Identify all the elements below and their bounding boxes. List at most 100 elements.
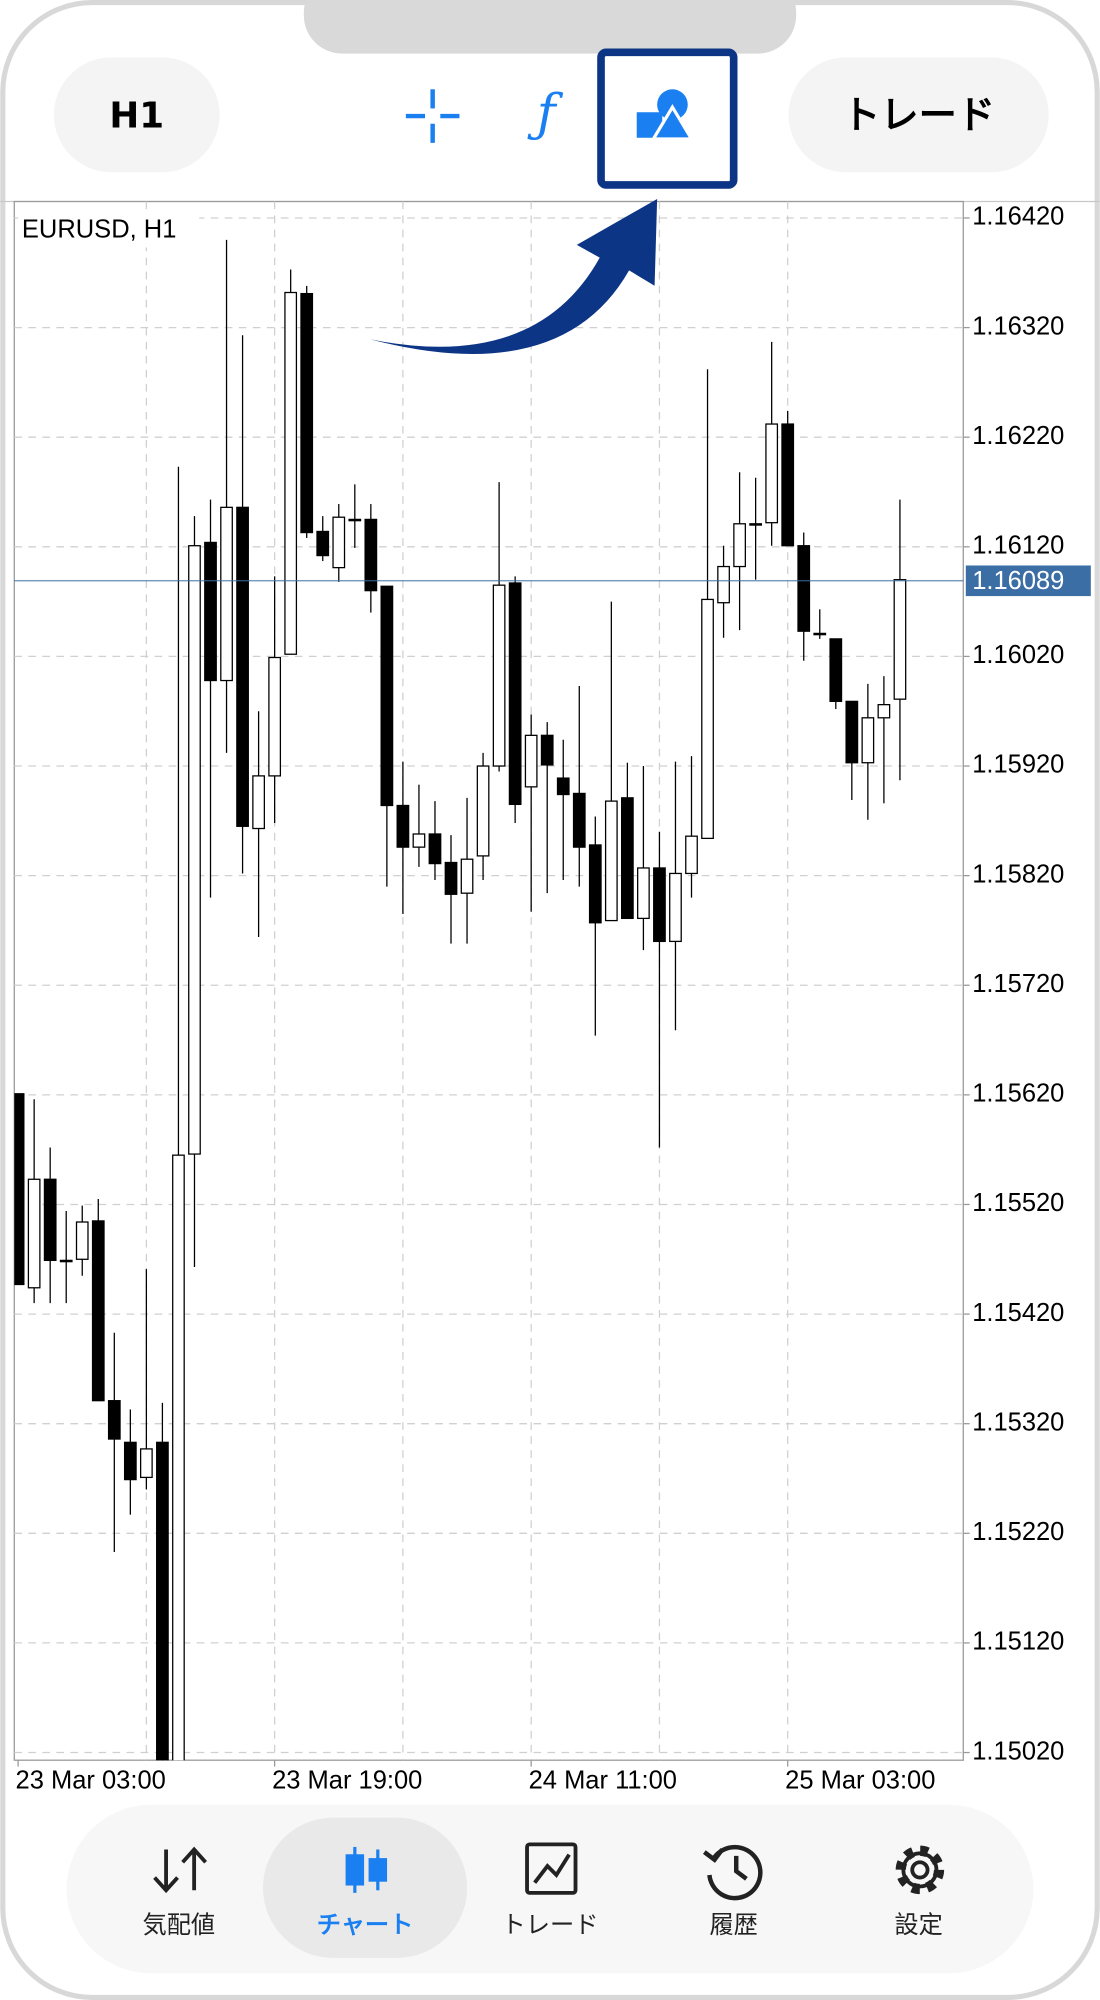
candle-body: [460, 858, 474, 894]
quotes-icon[interactable]: [153, 1846, 208, 1894]
y-tick-label: 1.15520: [972, 1189, 1064, 1217]
y-tick-label: 1.15120: [972, 1628, 1064, 1656]
candle-body: [300, 292, 314, 534]
candle-body: [107, 1400, 121, 1440]
candle-body: [188, 545, 201, 1155]
y-tick-label: 1.15720: [972, 970, 1064, 998]
candle-body: [765, 423, 779, 524]
candle-body: [637, 867, 650, 920]
candle-body: [27, 1178, 41, 1289]
objects-icon[interactable]: [636, 89, 695, 141]
candle-body: [701, 598, 714, 840]
y-tick-label: 1.16320: [972, 312, 1064, 340]
candle-body: [43, 1178, 57, 1262]
candle-body: [717, 565, 730, 604]
timeframe-label: H1: [109, 95, 164, 136]
y-tick-label: 1.15920: [972, 751, 1064, 779]
trade-icon[interactable]: [525, 1842, 578, 1895]
candle-body: [348, 518, 362, 522]
chart: 1.16420 1.16320 1.16220 1.16120 1.16020 1.159…: [13, 200, 1091, 1795]
nav-label[interactable]: 履歴: [709, 1911, 757, 1939]
y-tick-label: 1.15020: [972, 1737, 1064, 1765]
candle-body: [669, 872, 682, 943]
chart-icon[interactable]: [345, 1846, 388, 1893]
candle-body: [59, 1259, 73, 1263]
candle-body: [524, 734, 538, 788]
candle-body: [252, 775, 265, 830]
nav-bar: [66, 1804, 1034, 1974]
y-tick-label: 1.16420: [972, 203, 1064, 231]
candle-body: [540, 734, 554, 766]
chart-symbol: EURUSD, H1: [22, 216, 176, 244]
highlight-box: [597, 48, 738, 189]
y-tick-label: 1.15620: [972, 1080, 1064, 1108]
y-tick-label: 1.15420: [972, 1299, 1064, 1327]
candle-body: [172, 1154, 185, 1761]
trade-button[interactable]: [788, 57, 1049, 173]
candle-body: [284, 291, 298, 655]
candle-body: [653, 867, 666, 943]
nav-label[interactable]: チャート: [317, 1911, 414, 1939]
candle-body: [91, 1220, 105, 1402]
candle-body: [220, 506, 233, 682]
candle-body: [268, 656, 282, 777]
crosshair-icon[interactable]: [405, 89, 460, 143]
candle-body: [396, 804, 410, 848]
x-tick-label: 24 Mar 11:00: [529, 1767, 677, 1795]
pointer-arrow: [370, 198, 658, 354]
candle-body: [332, 516, 346, 569]
nav-label[interactable]: 気配値: [142, 1911, 215, 1939]
candle-body: [845, 700, 859, 764]
candle-body: [733, 523, 746, 568]
x-tick-label: 25 Mar 03:00: [785, 1767, 935, 1795]
y-tick-label: 1.15820: [972, 860, 1064, 888]
candle-body: [364, 518, 378, 592]
candle-body: [620, 797, 634, 920]
candle-body: [829, 638, 843, 702]
candle-body: [444, 861, 458, 895]
candle-body: [204, 541, 217, 682]
y-tick-label: 1.15220: [972, 1518, 1064, 1546]
notch: [303, 0, 797, 54]
price-label-bg: [965, 565, 1091, 597]
candle-body: [123, 1441, 137, 1481]
candle-body: [156, 1441, 169, 1761]
nav-label[interactable]: トレード: [502, 1911, 599, 1939]
settings-icon[interactable]: [895, 1845, 945, 1895]
price-label: 1.16089: [972, 567, 1064, 595]
candle-body: [861, 717, 875, 764]
candle-body: [428, 833, 442, 865]
candle-body: [556, 777, 570, 796]
candle-body: [139, 1448, 153, 1479]
candle-body: [75, 1221, 89, 1260]
y-tick-label: 1.16120: [972, 532, 1064, 560]
y-tick-label: 1.16220: [972, 422, 1064, 450]
trade-button-label: トレード: [842, 93, 995, 138]
candle-body: [685, 835, 698, 875]
candle-body: [476, 765, 490, 857]
candle-body: [893, 579, 907, 700]
x-tick-label: 23 Mar 03:00: [16, 1767, 166, 1795]
nav-label[interactable]: 設定: [894, 1911, 942, 1939]
y-tick-label: 1.16020: [972, 641, 1064, 669]
candle-body: [572, 792, 586, 848]
candle-body: [813, 632, 827, 636]
candle-body: [380, 585, 394, 807]
candle-body: [877, 704, 891, 719]
candle-body: [604, 800, 618, 922]
y-tick-label: 1.15320: [972, 1408, 1064, 1436]
history-icon[interactable]: [702, 1844, 763, 1901]
candle-body: [797, 545, 811, 632]
candle-body: [412, 833, 426, 848]
candle-body: [508, 582, 522, 806]
candle-body: [316, 530, 330, 557]
x-tick-label: 23 Mar 19:00: [272, 1767, 422, 1795]
nav-active: [263, 1817, 468, 1958]
candle-body: [588, 844, 602, 924]
candle-body: [749, 523, 763, 526]
symbol-bg: [18, 211, 200, 248]
timeframe-button[interactable]: [53, 57, 220, 173]
candle-body: [492, 584, 506, 767]
candle-body: [236, 506, 249, 827]
